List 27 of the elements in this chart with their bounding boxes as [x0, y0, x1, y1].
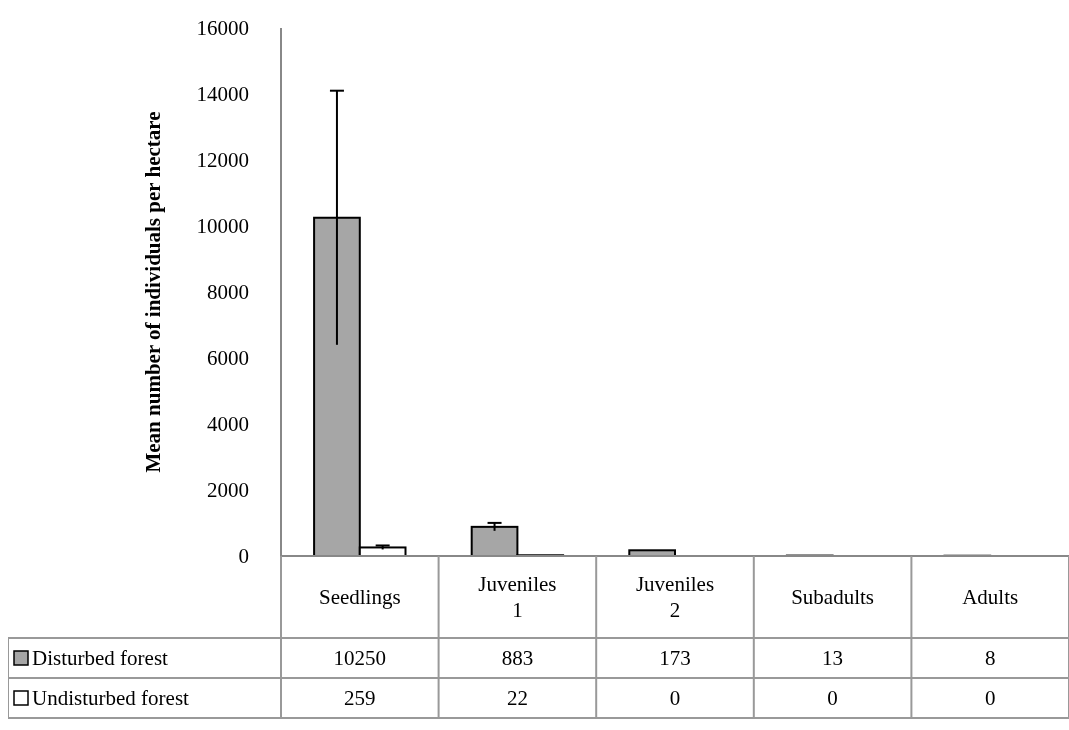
x-tick-label: Seedlings: [318, 585, 401, 610]
legend-label: Disturbed forest: [32, 646, 169, 671]
y-tick-label: 12000: [196, 148, 249, 173]
y-tick-label: 10000: [196, 214, 249, 239]
y-tick-label: 2000: [207, 478, 249, 503]
data-label: 22: [506, 686, 528, 711]
y-tick-label: 6000: [207, 346, 249, 371]
data-label: 10250: [333, 646, 387, 671]
x-tick-label: Juveniles 2: [635, 572, 715, 623]
y-tick-label: 16000: [196, 16, 249, 41]
y-tick-label: 14000: [196, 82, 249, 107]
y-tick-label: 4000: [207, 412, 249, 437]
y-tick-label: 8000: [207, 280, 249, 305]
x-tick-label: Subadults: [791, 585, 875, 610]
x-tick-label: Juveniles 1: [478, 572, 557, 623]
data-label: 883: [501, 646, 534, 671]
x-tick-label: Adults: [962, 585, 1019, 610]
data-label: 8: [984, 646, 996, 671]
data-label: 0: [984, 686, 996, 711]
data-label: 0: [827, 686, 838, 711]
data-label: 259: [344, 686, 376, 711]
data-label: 173: [659, 646, 691, 671]
y-axis-title: Mean number of individuals per hectare: [141, 111, 165, 473]
legend-label: Undisturbed forest: [32, 686, 190, 711]
data-label: 0: [669, 686, 681, 711]
data-label: 13: [822, 646, 844, 671]
y-tick-label: 0: [238, 544, 249, 569]
